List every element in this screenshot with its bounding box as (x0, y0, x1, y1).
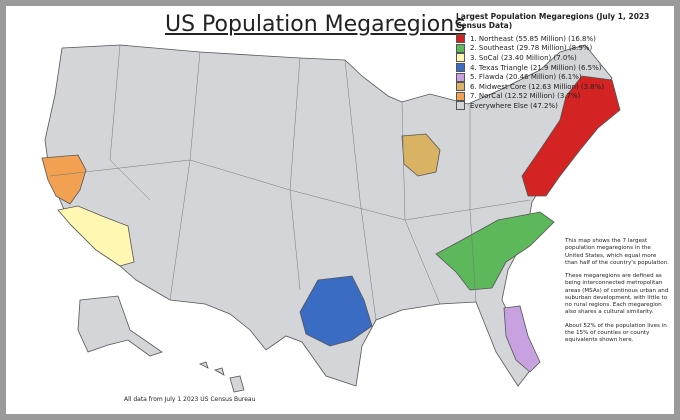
legend-label: 6. Midwest Core (12.63 Million) (3.8%) (470, 82, 605, 91)
legend-label: 1. Northeast (55.85 Million) (16.8%) (470, 34, 596, 43)
legend-label: 4. Texas Triangle (21.9 Million) (6.5%) (470, 63, 602, 72)
legend-item: Everywhere Else (47.2%) (456, 101, 671, 111)
legend-swatch (456, 91, 465, 101)
state-borders (49, 44, 531, 321)
region-northeast (521, 75, 621, 197)
legend-swatch (456, 53, 465, 63)
footer: All data from July 1 2023 US Census Bure… (124, 396, 256, 403)
region-southeast (435, 211, 555, 291)
region-texas (299, 275, 373, 347)
map-title: US Population Megaregions (165, 12, 466, 37)
legend-item: 2. Southeast (29.78 Million) (8.9%) (456, 43, 671, 54)
legend-swatch (456, 63, 465, 73)
region-flawda (503, 305, 541, 373)
legend-title: Largest Population Megaregions (July 1, … (456, 12, 650, 30)
legend-item: 3. SoCal (23.40 Million) (7.0%) (456, 53, 671, 63)
notes: This map shows the 7 largest population … (565, 238, 670, 350)
hawaii (198, 361, 245, 393)
legend-label: 2. Southeast (29.78 Million) (8.9%) (470, 44, 593, 53)
alaska (77, 295, 163, 357)
legend-swatch (456, 82, 465, 92)
legend-item: 6. Midwest Core (12.63 Million) (3.8%) (456, 82, 671, 92)
legend-swatch (456, 34, 465, 44)
legend-label: Everywhere Else (47.2%) (470, 101, 558, 110)
legend-item: 1. Northeast (55.85 Million) (16.8%) (456, 34, 671, 44)
legend-swatch (456, 43, 465, 53)
legend-item: 7. NorCal (12.52 Million) (3.7%) (456, 91, 671, 102)
legend-swatch (456, 72, 465, 82)
legend-label: 7. NorCal (12.52 Million) (3.7%) (470, 92, 581, 101)
legend-item: 5. Flawda (20.46 Million) (6.1%) (456, 72, 671, 82)
legend-label: 3. SoCal (23.40 Million) (7.0%) (470, 53, 577, 62)
legend-item: 4. Texas Triangle (21.9 Million) (6.5%) (456, 63, 671, 73)
legend: Largest Population Megaregions (July 1, … (456, 12, 671, 111)
region-midwest (401, 133, 441, 177)
legend-swatch (456, 101, 465, 111)
region-norcal (41, 154, 87, 205)
note-paragraph: About 52% of the population lives in the… (565, 322, 667, 344)
note-paragraph: These megaregions are defined as being i… (565, 273, 669, 316)
region-socal (57, 205, 135, 267)
note-paragraph: This map shows the 7 largest population … (565, 238, 670, 266)
legend-label: 5. Flawda (20.46 Million) (6.1%) (470, 73, 582, 82)
